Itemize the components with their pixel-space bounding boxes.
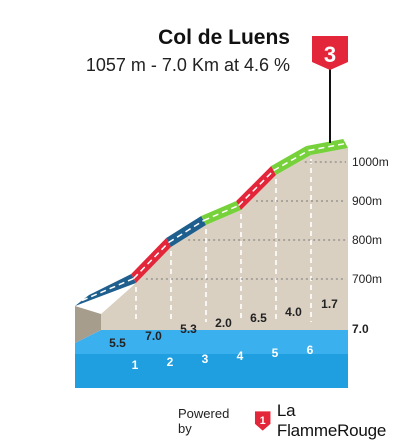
altitude-tick-label: 1000m [352, 155, 389, 169]
altitude-tick-label: 700m [352, 272, 382, 286]
gradient-value-label: 2.0 [215, 316, 232, 330]
gradient-band-segment [201, 201, 241, 225]
gradient-band-centerline [133, 241, 170, 280]
altitude-tick-label: 900m [352, 194, 382, 208]
flamme-rouge-logo-icon: 1 [255, 411, 271, 431]
elevation-profile: 3 5.5 7.0 5.3 2.0 6.5 4.0 1.7 1 2 3 4 5 6 1000m 900m… [75, 36, 389, 388]
gradient-band-segment [306, 139, 348, 155]
distance-axis-top [75, 330, 348, 354]
km-grid [135, 159, 312, 322]
gradient-band-centerline [238, 169, 275, 207]
climb-summary: 1057 m - 7.0 Km at 4.6 % [85, 55, 290, 75]
altitude-labels: 1000m 900m 800m 700m [352, 155, 389, 286]
gradient-value-label: 7.0 [145, 329, 162, 343]
km-marker-label: 2 [167, 355, 174, 369]
gradient-bands [75, 139, 348, 306]
total-distance-label: 7.0 [352, 322, 369, 336]
svg-text:1: 1 [260, 415, 266, 427]
gradient-value-label: 6.5 [250, 311, 267, 325]
category-badge: 3 [324, 42, 336, 67]
profile-left-wall [75, 306, 101, 343]
climb-title: Col de Luens [158, 26, 290, 49]
km-marker-label: 6 [307, 343, 314, 357]
summit-flag [312, 36, 348, 70]
powered-by-label: Powered by [178, 406, 230, 436]
km-marker-label: 5 [272, 346, 279, 360]
gradient-labels: 5.5 7.0 5.3 2.0 6.5 4.0 1.7 [109, 297, 338, 350]
footer: Powered by 1 La FlammeRouge [178, 401, 405, 440]
profile-body [101, 148, 348, 330]
distance-axis-base [75, 354, 348, 388]
gradient-band-centerline [308, 142, 346, 152]
km-marker-label: 3 [202, 352, 209, 366]
altitude-grid [145, 161, 346, 280]
gradient-value-label: 1.7 [321, 297, 338, 311]
km-labels: 1 2 3 4 5 6 [132, 343, 314, 372]
gradient-value-label: 5.3 [180, 322, 197, 336]
km-marker-label: 1 [132, 358, 139, 372]
gradient-band-centerline [273, 149, 309, 172]
gradient-value-label: 4.0 [285, 305, 302, 319]
gradient-value-label: 5.5 [109, 336, 126, 350]
gradient-band-centerline [203, 204, 239, 222]
km-marker-label: 4 [237, 349, 244, 363]
brand-name: La FlammeRouge [276, 401, 387, 440]
altitude-tick-label: 800m [352, 233, 382, 247]
gradient-band-centerline [168, 219, 204, 244]
